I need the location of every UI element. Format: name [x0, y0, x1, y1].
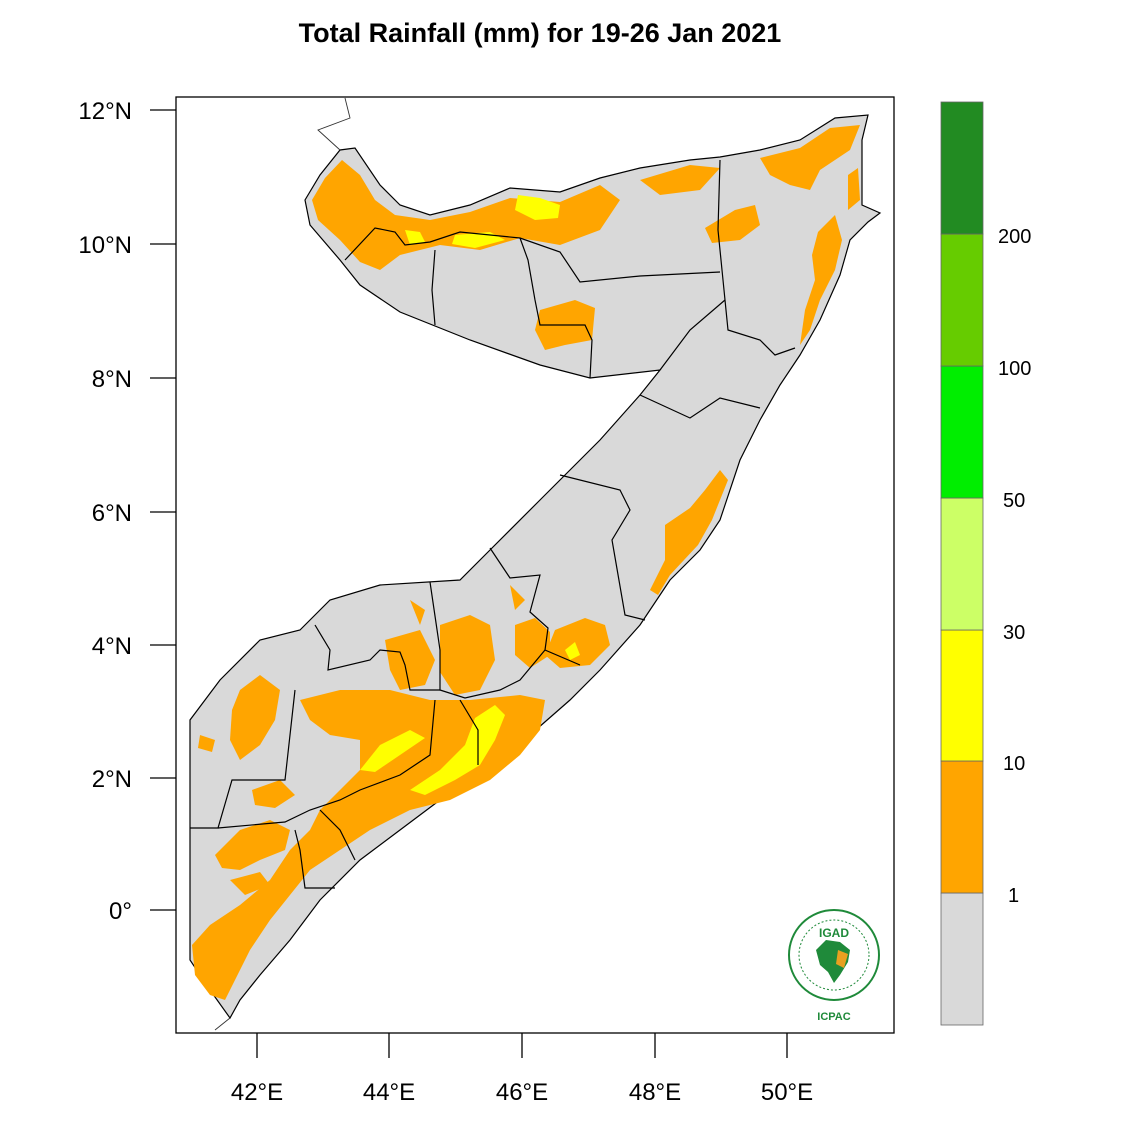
rainfall-class-10-30 — [360, 195, 580, 795]
colorbar-label-10: 10 — [1003, 753, 1025, 775]
lon-label-46e: 46°E — [496, 1079, 548, 1106]
colorbar-label-1: 1 — [1008, 885, 1019, 907]
lon-label-48e: 48°E — [629, 1079, 681, 1106]
logo-icpac-text: ICPAC — [817, 1011, 850, 1023]
region-borders — [190, 159, 796, 889]
colorbar-swatch-10-30 — [940, 629, 984, 762]
lon-tick-labels: 42°E 44°E 46°E 48°E 50°E — [231, 1079, 813, 1106]
colorbar-label-50: 50 — [1003, 490, 1025, 512]
lat-tick-labels: 12°N 10°N 8°N 6°N 4°N 2°N 0° — [78, 98, 132, 925]
colorbar-label-100: 100 — [998, 358, 1031, 380]
colorbar-swatch-1-10 — [940, 760, 984, 894]
colorbar-label-200: 200 — [998, 226, 1031, 248]
lon-label-42e: 42°E — [231, 1079, 283, 1106]
colorbar-swatch-50-100 — [940, 365, 984, 499]
lat-label-12n: 12°N — [78, 98, 132, 125]
colorbar: 1 10 30 50 100 200 — [940, 101, 1031, 1026]
colorbar-swatch-100-200 — [940, 233, 984, 367]
lat-label-2n: 2°N — [92, 766, 132, 793]
lon-ticks — [256, 1033, 788, 1058]
colorbar-swatch-lt1 — [940, 892, 984, 1026]
lon-label-44e: 44°E — [363, 1079, 415, 1106]
colorbar-swatch-gt200 — [940, 101, 984, 235]
logo-igad-text: IGAD — [819, 926, 849, 940]
lat-ticks — [150, 109, 176, 911]
neighbor-borders — [214, 97, 351, 1031]
lat-label-0: 0° — [109, 898, 132, 925]
colorbar-label-30: 30 — [1003, 622, 1025, 644]
lat-label-4n: 4°N — [92, 633, 132, 660]
lat-label-10n: 10°N — [78, 232, 132, 259]
map-title: Total Rainfall (mm) for 19-26 Jan 2021 — [298, 18, 782, 48]
colorbar-swatch-30-50 — [940, 497, 984, 631]
igad-icpac-logo: IGAD ICPAC — [788, 909, 880, 1023]
lat-label-6n: 6°N — [92, 500, 132, 527]
africa-map-icon — [816, 940, 850, 983]
lon-label-50e: 50°E — [761, 1079, 813, 1106]
lat-label-8n: 8°N — [92, 366, 132, 393]
